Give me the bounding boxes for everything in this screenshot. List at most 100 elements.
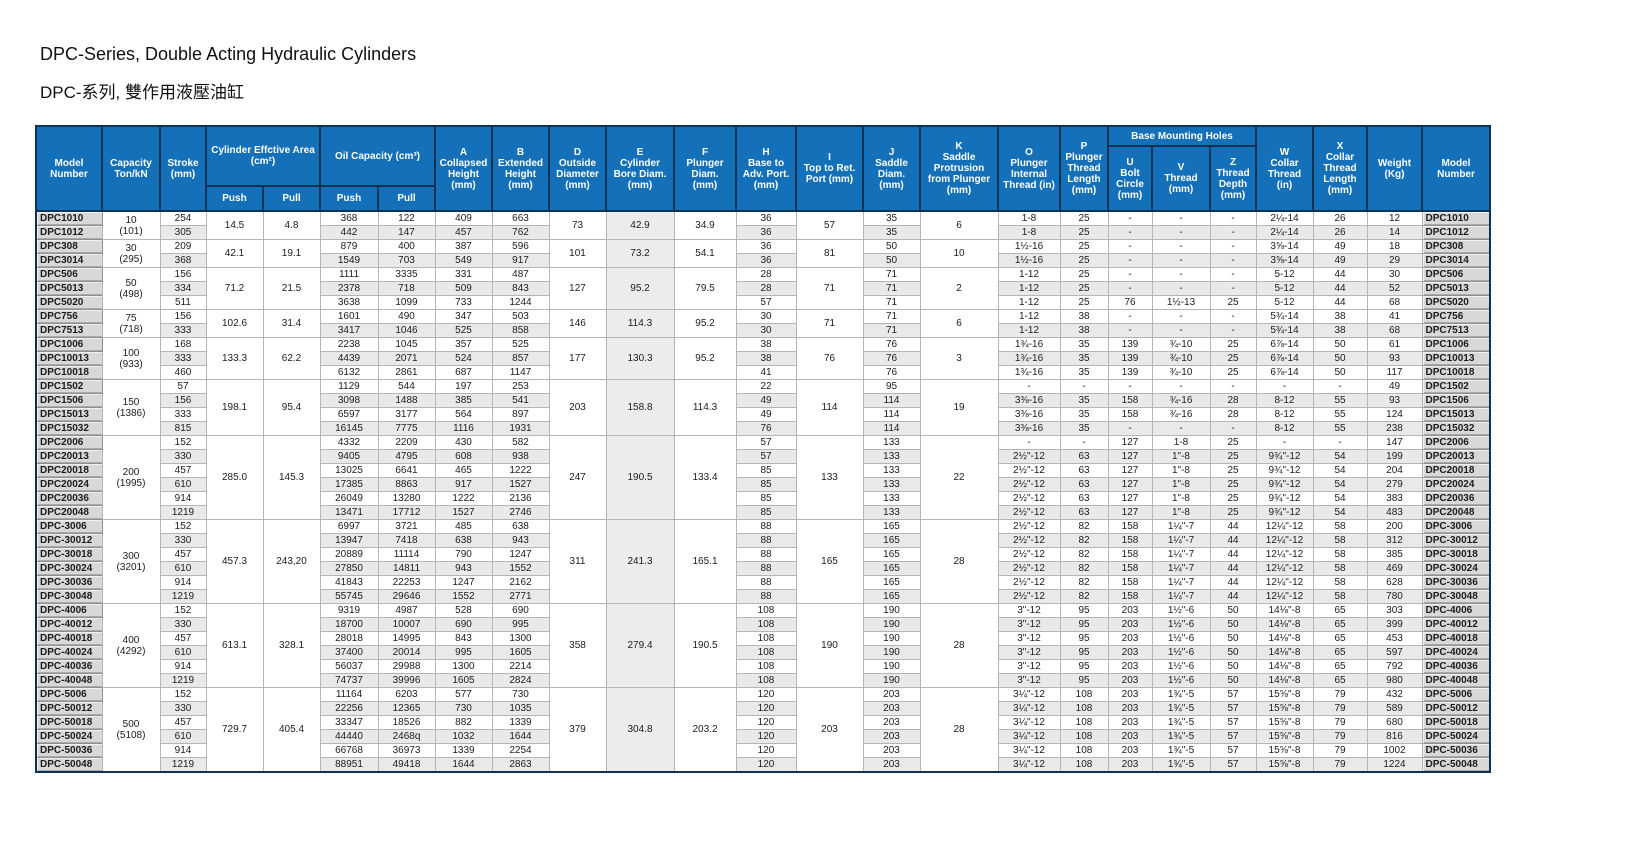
cell-bolt-circle: - <box>1107 379 1153 394</box>
table-row: DPC3014 368 1549 703 549 917 36 50 1½-16 25- - -3⅝-… <box>35 253 1491 268</box>
cell-cylinder-bore: 279.4 <box>605 603 675 688</box>
cell-bolt-circle: 158 <box>1107 561 1153 576</box>
cell-model-number: DPC-30036 <box>35 575 103 590</box>
cell-bolt-circle: - <box>1107 239 1153 254</box>
cell-base-to-adv-port: 57 <box>735 295 797 310</box>
cell-oil-pull: 36973 <box>377 743 436 758</box>
cell-oil-pull: 400 <box>377 239 436 254</box>
cell-weight: 589 <box>1366 701 1423 716</box>
cell-stroke: 330 <box>159 449 207 464</box>
cell-collar-thread: 12¼"-12 <box>1255 519 1314 534</box>
cell-area-push: 102.6 <box>205 309 264 338</box>
cell-oil-push: 1111 <box>319 267 379 282</box>
cell-thread: 1¾"-5 <box>1151 757 1211 773</box>
cell-weight: 383 <box>1366 491 1423 506</box>
cell-oil-push: 66768 <box>319 743 379 758</box>
cell-area-push: 198.1 <box>205 379 264 436</box>
cell-model-number-right: DPC-40048 <box>1421 673 1491 688</box>
cell-saddle-protrusion: 19 <box>919 379 999 436</box>
cell-saddle-diam: 203 <box>862 701 921 716</box>
cell-collapsed-height: 1300 <box>434 659 493 674</box>
cell-weight: 385 <box>1366 547 1423 562</box>
cell-collapsed-height: 1605 <box>434 673 493 688</box>
header-oil-push: Push <box>319 185 379 212</box>
cell-plunger-internal-thread: 3⅜-16 <box>997 407 1061 422</box>
cell-oil-pull: 3721 <box>377 519 436 534</box>
cell-stroke: 914 <box>159 743 207 758</box>
cell-model-number-right: DPC308 <box>1421 239 1491 254</box>
cell-area-pull: 243,20 <box>262 519 321 604</box>
cell-collar-thread: 8-12 <box>1255 393 1314 408</box>
header-collar-thread: W Collar Thread (in) <box>1255 125 1314 212</box>
spec-table-header: Model Number Capacity Ton/kN Stroke (mm) Cy… <box>35 125 1491 212</box>
cell-base-to-adv-port: 49 <box>735 407 797 422</box>
cell-stroke: 156 <box>159 309 207 324</box>
cell-thread-depth: 25 <box>1209 337 1257 352</box>
cell-collapsed-height: 347 <box>434 309 493 324</box>
cell-collar-thread-length: 54 <box>1312 449 1368 464</box>
header-plunger-internal-thread: O Plunger Internal Thread (in) <box>997 125 1061 212</box>
cell-saddle-protrusion: 6 <box>919 309 999 338</box>
cell-model-number-right: DPC-30048 <box>1421 589 1491 604</box>
cell-bolt-circle: 203 <box>1107 729 1153 744</box>
cell-extended-height: 1300 <box>491 631 550 646</box>
cell-model-number-right: DPC-50024 <box>1421 729 1491 744</box>
cell-model-number-right: DPC-50048 <box>1421 757 1491 773</box>
cell-plunger-thread-length: 25 <box>1059 295 1109 310</box>
cell-thread-depth: 25 <box>1209 365 1257 380</box>
cell-saddle-diam: 114 <box>862 421 921 436</box>
header-capacity: Capacity Ton/kN <box>101 125 161 212</box>
cell-collar-thread: 6⅞-14 <box>1255 365 1314 380</box>
cell-plunger-thread-length: 35 <box>1059 365 1109 380</box>
cell-extended-height: 582 <box>491 435 550 450</box>
cell-collar-thread: 12¼"-12 <box>1255 575 1314 590</box>
cell-model-number-right: DPC10013 <box>1421 351 1491 366</box>
cell-saddle-diam: 190 <box>862 631 921 646</box>
cell-oil-pull: 22253 <box>377 575 436 590</box>
cell-oil-pull: 3177 <box>377 407 436 422</box>
cell-collapsed-height: 687 <box>434 365 493 380</box>
cell-outside-diameter: 101 <box>548 239 607 268</box>
cell-cylinder-bore: 130.3 <box>605 337 675 380</box>
cell-capacity: 400 (4292) <box>101 603 161 688</box>
cell-cylinder-bore: 158.8 <box>605 379 675 436</box>
cell-collapsed-height: 1032 <box>434 729 493 744</box>
cell-model-number-right: DPC-30012 <box>1421 533 1491 548</box>
table-row: DPC1506 156 3098 1488 385 541 49 114 3⅜-16 35 158 ¾… <box>35 393 1491 408</box>
cell-bolt-circle: 158 <box>1107 575 1153 590</box>
table-row: DPC-40024 610 37400 20014 995 1605 108 190 3"-12… <box>35 645 1491 660</box>
header-base-to-adv-port: H Base to Adv. Port. (mm) <box>735 125 797 212</box>
cell-bolt-circle: 158 <box>1107 547 1153 562</box>
cell-area-push: 457.3 <box>205 519 264 604</box>
cell-model-number: DPC506 <box>35 267 103 282</box>
cell-weight: 41 <box>1366 309 1423 324</box>
cell-plunger-thread-length: 35 <box>1059 337 1109 352</box>
cell-thread: 1½"-6 <box>1151 617 1211 632</box>
cell-extended-height: 858 <box>491 323 550 338</box>
cell-stroke: 457 <box>159 463 207 478</box>
cell-base-to-adv-port: 85 <box>735 477 797 492</box>
cell-stroke: 305 <box>159 225 207 240</box>
cell-collar-thread-length: 49 <box>1312 253 1368 268</box>
cell-plunger-internal-thread: 3"-12 <box>997 645 1061 660</box>
cell-stroke: 156 <box>159 393 207 408</box>
cell-collar-thread-length: 54 <box>1312 505 1368 520</box>
cell-extended-height: 1035 <box>491 701 550 716</box>
cell-stroke: 457 <box>159 631 207 646</box>
cell-collapsed-height: 882 <box>434 715 493 730</box>
cell-thread: 1¾"-5 <box>1151 715 1211 730</box>
cell-base-to-adv-port: 120 <box>735 729 797 744</box>
cell-oil-push: 442 <box>319 225 379 240</box>
cell-capacity: 75 (718) <box>101 309 161 338</box>
cell-stroke: 1219 <box>159 757 207 773</box>
cell-model-number: DPC10013 <box>35 351 103 366</box>
cell-saddle-protrusion: 2 <box>919 267 999 310</box>
cell-weight: 432 <box>1366 687 1423 702</box>
cell-stroke: 334 <box>159 281 207 296</box>
cell-plunger-internal-thread: 2½"-12 <box>997 561 1061 576</box>
cell-thread: 1¼"-7 <box>1151 547 1211 562</box>
cell-plunger-thread-length: 82 <box>1059 519 1109 534</box>
cell-plunger-thread-length: 35 <box>1059 421 1109 436</box>
table-row: DPC10013 333 4439 2071 524 857 38 76 1¾-16 35 139 ¾… <box>35 351 1491 366</box>
cell-oil-pull: 29988 <box>377 659 436 674</box>
